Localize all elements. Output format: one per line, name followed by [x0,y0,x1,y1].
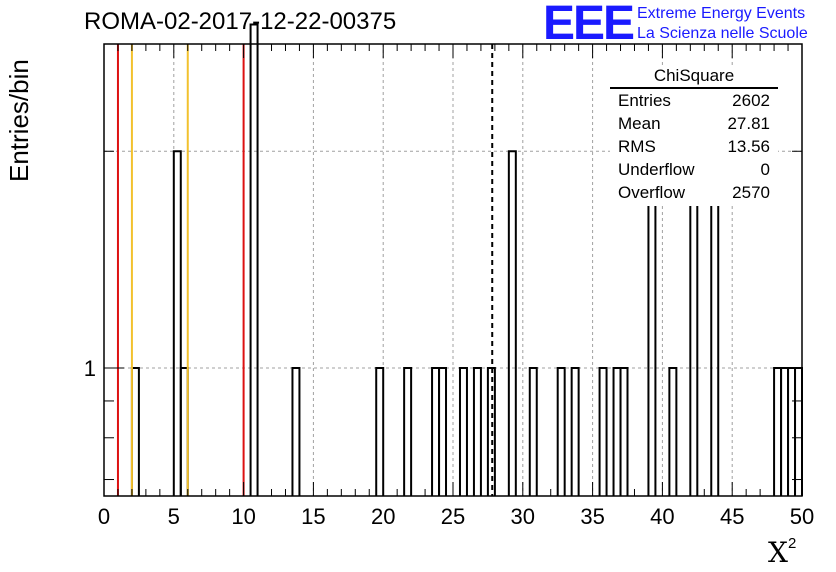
histogram-bin [612,367,622,496]
stats-value: 0 [760,160,770,179]
histogram-bin [598,367,608,496]
x-tick-label: 10 [231,504,255,529]
chart-title: ROMA-02-2017-12-22-00375 [84,8,397,35]
histogram-bin [458,367,468,496]
stats-value: 27.81 [727,114,770,133]
logo-line-1: Extreme Energy Events [637,5,806,22]
x-tick-label: 20 [371,504,395,529]
histogram-bin [668,367,678,496]
histogram-bin [172,150,182,496]
histogram-bin [375,367,385,496]
stats-box: ChiSquare Entries 2602 Mean 27.81 RMS 13.56… [610,66,778,206]
histogram-bin [291,367,301,496]
x-tick-label: 45 [720,504,744,529]
stats-value: 13.56 [727,137,770,156]
histogram-bin [780,367,790,496]
x-tick-label: 50 [790,504,814,529]
histogram-bin [472,367,482,496]
stats-label: Underflow [618,160,695,179]
x-tick-label: 30 [511,504,535,529]
stats-row: Mean 27.81 [610,114,778,137]
stats-row: Overflow 2570 [610,183,778,206]
histogram-bin [787,367,797,496]
stats-label: Entries [618,91,671,110]
logo-caption: Extreme Energy Events La Scienza nelle S… [637,4,808,44]
histogram-bin [249,23,259,496]
stats-label: Mean [618,114,661,133]
histogram-bin [507,150,517,496]
histogram-bin [794,367,803,496]
stats-row: RMS 13.56 [610,137,778,160]
stats-row: Entries 2602 [610,91,778,114]
y-tick-label: 1 [84,356,96,381]
histogram-bin [431,367,441,496]
histogram-bin [528,367,538,496]
histogram-bin [619,367,629,496]
histogram-bin [403,367,413,496]
x-tick-label: 5 [168,504,180,529]
histogram-bin [130,367,140,496]
x-tick-label: 35 [580,504,604,529]
x-tick-label: 0 [98,504,110,529]
stats-title: ChiSquare [610,66,778,89]
histogram-bin [570,367,580,496]
x-tick-label: 40 [650,504,674,529]
stats-label: Overflow [618,183,686,202]
histogram-bin [438,367,448,496]
stats-value: 2602 [732,91,770,110]
x-axis-label-superscript: 2 [787,534,797,552]
x-axis-label: X2 [768,534,797,569]
x-axis-label-main: X [768,536,788,569]
stats-label: RMS [618,137,656,156]
x-tick-label: 15 [301,504,325,529]
stats-value: 2570 [732,183,770,202]
logo-line-2: La Scienza nelle Scuole [637,25,808,42]
histogram-bin [179,367,189,496]
histogram-bin [556,367,566,496]
histogram-bin [773,367,783,496]
y-axis-label: Entries/bin [4,59,34,182]
x-tick-label: 25 [441,504,465,529]
eee-logo: EEE [543,0,635,50]
stats-row: Underflow 0 [610,160,778,183]
